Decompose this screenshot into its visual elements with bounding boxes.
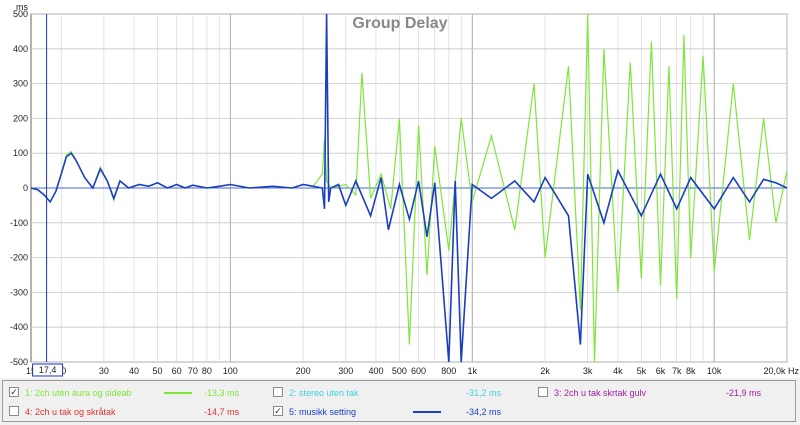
- legend-checkbox-3[interactable]: [538, 387, 548, 397]
- legend-label-4: 4: 2ch u tak og skråtak: [25, 407, 116, 417]
- x-tick-label: 1k: [467, 366, 477, 376]
- y-tick-label: 100: [13, 148, 28, 158]
- y-unit-label: ms: [16, 2, 28, 12]
- y-tick-label: -100: [10, 218, 28, 228]
- x-tick-label: 300: [338, 366, 353, 376]
- legend-value-4: -14,7 ms: [204, 407, 240, 417]
- y-tick-label: 300: [13, 79, 28, 89]
- legend-label-1: 1: 2ch uten aura og sideab: [25, 388, 132, 398]
- legend-panel: ✓ 1: 2ch uten aura og sideab -13,3 ms 2:…: [2, 380, 796, 422]
- y-tick-label: 200: [13, 113, 28, 123]
- y-tick-label: 0: [23, 183, 28, 193]
- y-tick-label: 500: [13, 9, 28, 19]
- cursor-readout: 17,4: [39, 365, 57, 375]
- x-tick-label: 4k: [613, 366, 623, 376]
- x-tick-label: 50: [152, 366, 162, 376]
- x-tick-label: 7k: [672, 366, 682, 376]
- y-tick-label: -300: [10, 287, 28, 297]
- legend-value-3: -21,9 ms: [726, 388, 762, 398]
- legend-value-5: -34,2 ms: [466, 407, 502, 417]
- y-tick-label: -400: [10, 322, 28, 332]
- x-tick-label: 70: [188, 366, 198, 376]
- x-tick-label: 5k: [637, 366, 647, 376]
- legend-checkbox-4[interactable]: [9, 406, 19, 416]
- x-tick-label: 400: [368, 366, 383, 376]
- legend-value-1: -13,3 ms: [204, 388, 240, 398]
- legend-item-5: ✓ 5: musikk setting -34,2 ms: [273, 405, 533, 419]
- legend-label-2: 2: stereo uten tak: [289, 388, 359, 398]
- legend-value-2: -31,2 ms: [466, 388, 502, 398]
- chart-title: Group Delay: [352, 15, 447, 32]
- x-tick-label: 600: [411, 366, 426, 376]
- legend-item-2: 2: stereo uten tak -31,2 ms: [273, 386, 533, 400]
- cursor-readout-box[interactable]: [32, 363, 64, 377]
- series-line-2: [31, 14, 787, 362]
- legend-checkbox-2[interactable]: [273, 387, 283, 397]
- legend-item-3: 3: 2ch u tak skrtak gulv -21,9 ms: [538, 386, 788, 400]
- y-tick-label: 400: [13, 44, 28, 54]
- x-tick-label: 500: [392, 366, 407, 376]
- y-tick-label: -200: [10, 253, 28, 263]
- x-tick-label: 20,0k Hz: [763, 366, 799, 376]
- group-delay-plot[interactable]: 500 400 300 200 100 0 -100 -200 -300 -400 -500 ms 15…: [0, 0, 800, 378]
- x-tick-label: 40: [129, 366, 139, 376]
- x-tick-label: 6k: [656, 366, 666, 376]
- legend-item-4: 4: 2ch u tak og skråtak -14,7 ms: [9, 405, 269, 419]
- legend-label-3: 3: 2ch u tak skrtak gulv: [554, 388, 647, 398]
- x-tick-label: 10k: [707, 366, 722, 376]
- x-tick-label: 30: [99, 366, 109, 376]
- x-tick-label: 100: [223, 366, 238, 376]
- x-tick-label: 80: [202, 366, 212, 376]
- legend-checkbox-1[interactable]: ✓: [9, 387, 19, 397]
- x-tick-label: 15: [26, 366, 36, 376]
- x-tick-label: 200: [296, 366, 311, 376]
- x-tick-label: 2k: [540, 366, 550, 376]
- legend-line-5: [413, 411, 441, 413]
- y-tick-label: -500: [10, 357, 28, 367]
- x-tick-label: 60: [172, 366, 182, 376]
- legend-label-5: 5: musikk setting: [289, 407, 357, 417]
- x-tick-label: 800: [441, 366, 456, 376]
- plot-canvas[interactable]: 500 400 300 200 100 0 -100 -200 -300 -400 -500 ms 15…: [0, 0, 800, 378]
- legend-line-1: [164, 392, 192, 394]
- x-tick-label: 8k: [686, 366, 696, 376]
- legend-checkbox-5[interactable]: ✓: [273, 406, 283, 416]
- legend-item-1: ✓ 1: 2ch uten aura og sideab -13,3 ms: [9, 386, 269, 400]
- x-tick-label: 3k: [583, 366, 593, 376]
